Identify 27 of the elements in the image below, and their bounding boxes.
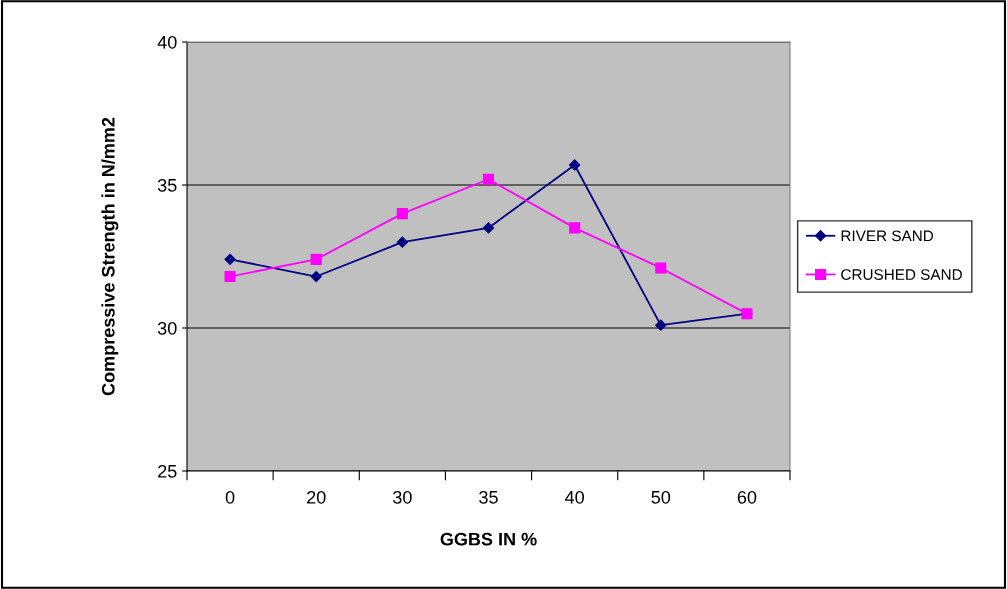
x-tick-label: 30 bbox=[393, 490, 412, 504]
x-tick-label: 0 bbox=[225, 490, 235, 504]
point bbox=[655, 262, 667, 274]
x-tick-label: 35 bbox=[479, 490, 498, 504]
x-tick-label: 60 bbox=[737, 490, 757, 504]
point bbox=[569, 159, 581, 171]
point bbox=[310, 253, 322, 265]
x-tick-label: 50 bbox=[651, 490, 671, 504]
point bbox=[224, 253, 236, 265]
x-tick-label: 40 bbox=[565, 490, 584, 504]
y-tick-label: 35 bbox=[157, 178, 177, 192]
point bbox=[224, 270, 236, 283]
x-tick-label: 20 bbox=[307, 490, 326, 504]
point bbox=[569, 222, 581, 234]
y-axis-title: Compressive Strength in N/mm2 bbox=[101, 117, 119, 396]
y-tick-label: 30 bbox=[157, 321, 177, 335]
point bbox=[655, 319, 667, 331]
point bbox=[396, 236, 408, 248]
point bbox=[482, 222, 495, 234]
y-tick-label: 40 bbox=[157, 35, 177, 49]
legend-label: CRUSHED SAND bbox=[841, 269, 962, 280]
point bbox=[310, 270, 322, 283]
y-tick-label: 25 bbox=[158, 464, 177, 478]
legend-label: RIVER SAND bbox=[841, 230, 934, 242]
point bbox=[482, 173, 495, 185]
point bbox=[396, 208, 408, 220]
x-axis-title: GGBS IN % bbox=[440, 532, 537, 546]
